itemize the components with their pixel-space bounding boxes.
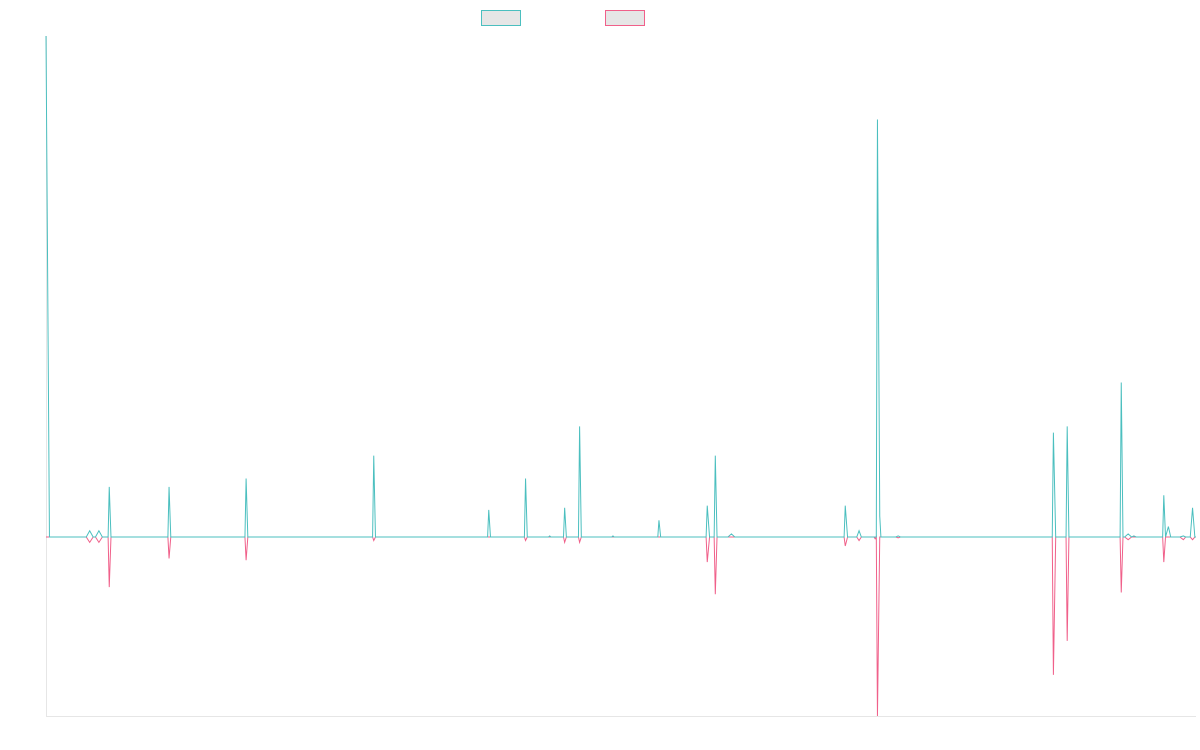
- axes: [46, 36, 1196, 717]
- legend-swatch-2[interactable]: [605, 10, 645, 26]
- series-line-1: [45, 35, 1196, 538]
- legend: [481, 10, 645, 26]
- series-line-2: [46, 535, 1196, 717]
- series-lines: [45, 35, 1196, 717]
- legend-swatch-1[interactable]: [481, 10, 521, 26]
